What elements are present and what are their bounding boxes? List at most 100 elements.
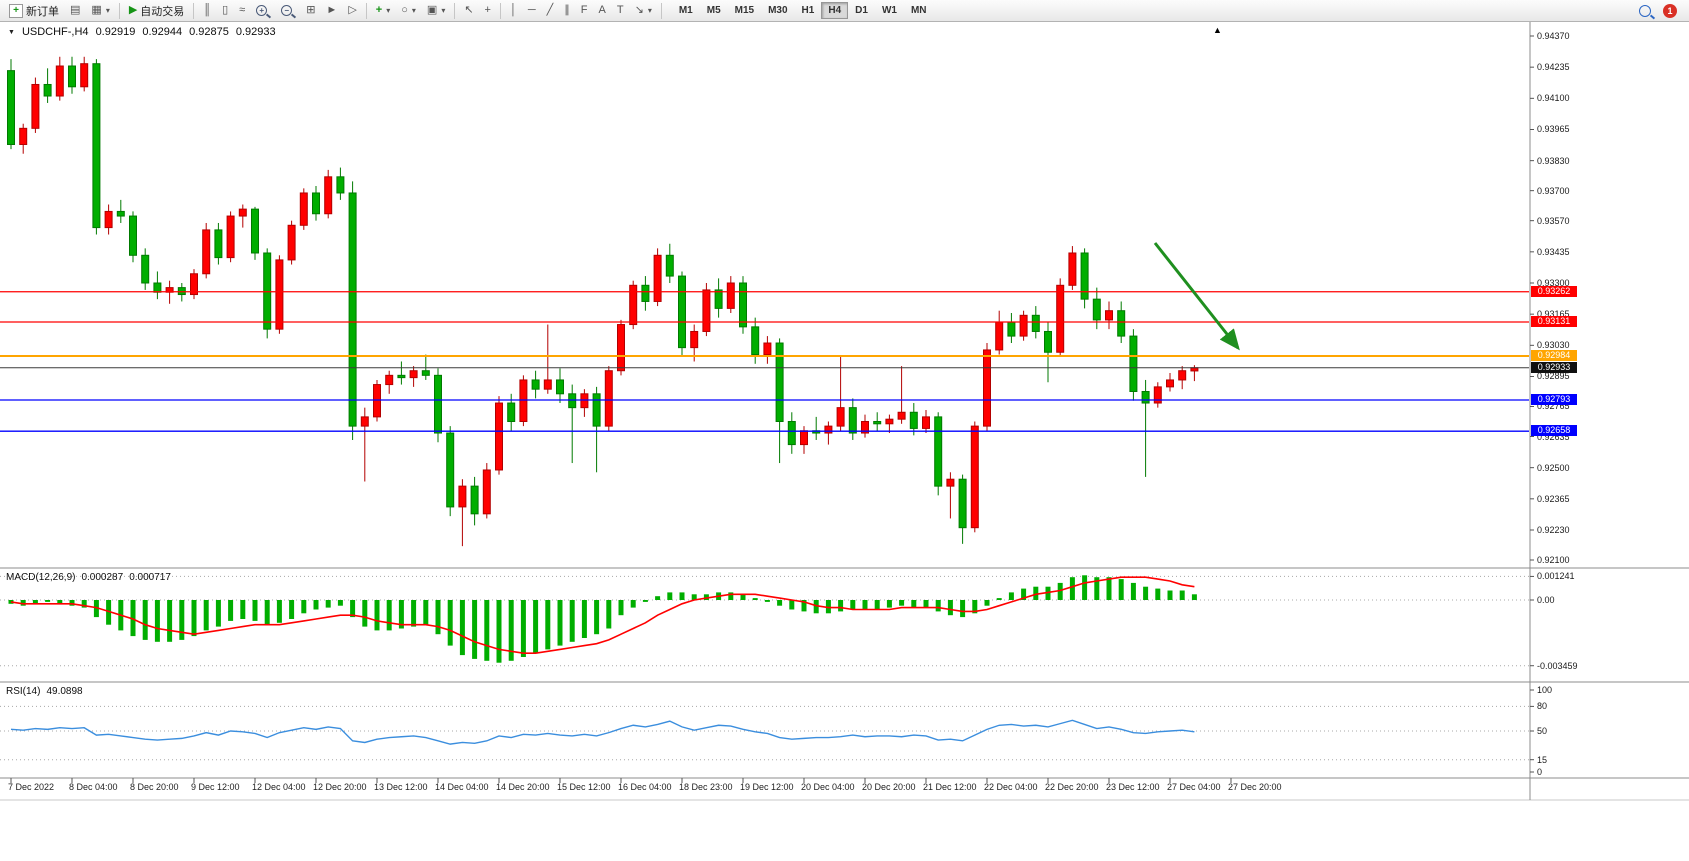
macd-histogram-bar bbox=[764, 600, 770, 602]
timeframe-button-h1[interactable]: H1 bbox=[795, 2, 822, 19]
macd-histogram-bar bbox=[289, 600, 295, 619]
zoom-in-button[interactable]: + bbox=[251, 1, 275, 21]
macd-histogram-bar bbox=[899, 600, 905, 606]
candlestick bbox=[68, 56, 76, 94]
candlestick bbox=[885, 414, 894, 434]
macd-main-value: 0.000287 bbox=[81, 572, 124, 583]
candlestick-chart-button[interactable]: ▯ bbox=[217, 1, 233, 21]
chart-shift-button[interactable]: ▷ bbox=[343, 1, 361, 21]
chart-dropdown-triangle-icon[interactable]: ▼ bbox=[8, 28, 15, 36]
templates-button[interactable]: ▣ ▾ bbox=[422, 1, 450, 21]
arrows-tool-button[interactable]: ↘ ▾ bbox=[630, 1, 657, 21]
cursor-tool-button[interactable]: ↖ bbox=[459, 1, 478, 21]
candlestick bbox=[458, 479, 467, 547]
macd-histogram-bar bbox=[838, 600, 844, 612]
macd-histogram-bar bbox=[1130, 582, 1136, 600]
candlestick bbox=[1105, 301, 1113, 330]
crosshair-icon: + bbox=[484, 4, 491, 16]
zoom-out-button[interactable]: − bbox=[276, 1, 300, 21]
vertical-line-tool-button[interactable]: │ bbox=[505, 1, 522, 21]
new-chart-button[interactable]: ▤ bbox=[65, 1, 85, 21]
crosshair-tool-button[interactable]: + bbox=[480, 1, 496, 21]
candlestick bbox=[336, 167, 345, 200]
macd-histogram-bar bbox=[435, 600, 441, 635]
toolbar-separator bbox=[118, 2, 120, 19]
candlestick bbox=[397, 361, 406, 385]
macd-histogram-bar bbox=[32, 600, 38, 604]
timeframe-button-m30[interactable]: M30 bbox=[761, 2, 794, 19]
channel-tool-button[interactable]: ∥ bbox=[559, 1, 575, 21]
macd-histogram-bar bbox=[484, 600, 490, 661]
scroll-to-end-marker-icon[interactable]: ▲ bbox=[1213, 25, 1222, 35]
line-chart-button[interactable]: ≈ bbox=[234, 1, 250, 21]
candlestick bbox=[312, 186, 320, 221]
candlestick bbox=[275, 255, 284, 334]
text-tool-button[interactable]: A bbox=[594, 1, 611, 21]
timeframe-button-m15[interactable]: M15 bbox=[728, 2, 761, 19]
timeframe-group: M1 M5 M15 M30 H1 H4 D1 W1 MN bbox=[672, 2, 934, 19]
macd-histogram-bar bbox=[1191, 594, 1197, 600]
chevron-down-icon: ▾ bbox=[386, 6, 391, 15]
candlestick bbox=[1044, 322, 1052, 383]
macd-histogram-bar bbox=[325, 600, 331, 608]
search-icon[interactable] bbox=[1639, 4, 1651, 17]
candlestick bbox=[31, 77, 40, 133]
new-order-label: 新订单 bbox=[26, 5, 59, 18]
timeframe-button-mn[interactable]: MN bbox=[904, 2, 934, 19]
timeframe-button-w1[interactable]: W1 bbox=[875, 2, 904, 19]
tile-windows-button[interactable]: ⊞ bbox=[301, 1, 320, 21]
candlestick bbox=[1129, 329, 1138, 401]
candlestick bbox=[922, 409, 930, 434]
new-order-button[interactable]: + 新订单 bbox=[4, 1, 64, 21]
fibonacci-icon: F bbox=[580, 4, 588, 16]
auto-scroll-button[interactable]: ► bbox=[321, 1, 342, 21]
candlestick bbox=[702, 282, 711, 337]
chart-header: ▼ USDCHF-,H4 0.92919 0.92944 0.92875 0.9… bbox=[8, 26, 276, 38]
trend-arrow-annotation[interactable] bbox=[1153, 242, 1240, 351]
toolbar-right: 1 bbox=[1639, 3, 1685, 18]
candlestick bbox=[617, 319, 625, 376]
macd-histogram-bar bbox=[691, 594, 697, 600]
macd-histogram-bar bbox=[972, 600, 978, 614]
macd-histogram-bar bbox=[301, 600, 307, 614]
auto-trading-button[interactable]: ▶ 自动交易 bbox=[124, 1, 189, 21]
candlestick bbox=[519, 375, 528, 427]
macd-histogram-bar bbox=[679, 592, 685, 600]
macd-histogram-bar bbox=[1033, 586, 1039, 600]
candlestick bbox=[409, 366, 418, 387]
timeframe-button-m1[interactable]: M1 bbox=[672, 2, 700, 19]
macd-histogram-bar bbox=[789, 600, 795, 610]
macd-histogram-bar bbox=[447, 600, 453, 646]
macd-histogram-bar bbox=[240, 600, 246, 619]
timeframe-button-h4[interactable]: H4 bbox=[821, 2, 849, 19]
horizontal-line-tool-button[interactable]: ─ bbox=[523, 1, 541, 21]
periods-button[interactable]: ○ ▾ bbox=[396, 1, 421, 21]
clock-icon: ○ bbox=[401, 4, 408, 16]
timeframe-button-m5[interactable]: M5 bbox=[700, 2, 728, 19]
candlestick bbox=[787, 412, 796, 454]
tile-windows-icon: ⊞ bbox=[306, 4, 316, 16]
fibonacci-tool-button[interactable]: F bbox=[576, 1, 593, 21]
macd-histogram-bar bbox=[167, 600, 173, 642]
timeframe-button-d1[interactable]: D1 bbox=[848, 2, 875, 19]
macd-histogram-bar bbox=[508, 600, 514, 661]
macd-histogram-bar bbox=[264, 600, 270, 625]
profiles-button[interactable]: ▦ ▾ bbox=[86, 1, 114, 21]
candlestick bbox=[665, 243, 674, 283]
macd-histogram-bar bbox=[752, 598, 758, 600]
notification-badge[interactable]: 1 bbox=[1663, 3, 1677, 18]
candlestick bbox=[482, 463, 491, 519]
candlestick bbox=[1056, 278, 1065, 357]
indicators-button[interactable]: + ▾ bbox=[371, 1, 395, 21]
trendline-tool-button[interactable]: ╱ bbox=[542, 1, 559, 21]
candlestick bbox=[604, 366, 613, 431]
candlestick bbox=[970, 421, 979, 533]
macd-histogram-bar bbox=[984, 600, 990, 606]
macd-histogram-bar bbox=[179, 600, 185, 640]
macd-histogram-bar bbox=[935, 600, 941, 612]
macd-indicator-name: MACD(12,26,9) bbox=[6, 572, 76, 583]
text-label-tool-button[interactable]: T bbox=[612, 1, 629, 21]
bar-chart-button[interactable]: ║ bbox=[198, 1, 216, 21]
